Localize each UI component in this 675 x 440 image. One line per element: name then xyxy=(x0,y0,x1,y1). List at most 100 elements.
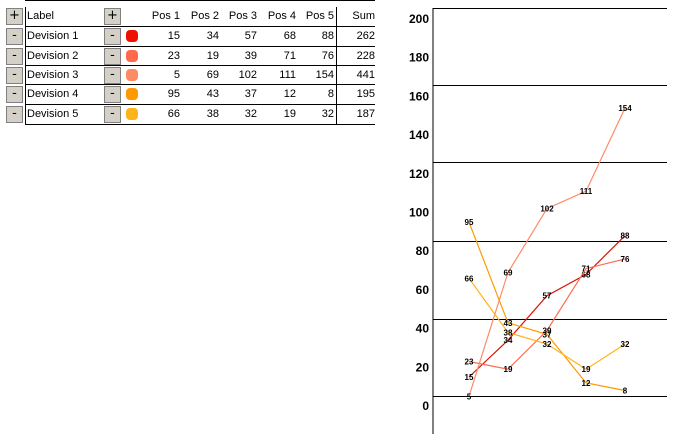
remove-series-button[interactable]: - xyxy=(104,86,121,103)
y-tick-label: 40 xyxy=(416,322,430,336)
data-point-label: 38 xyxy=(504,328,513,337)
series-line xyxy=(468,258,626,370)
data-point-label: 19 xyxy=(582,365,591,374)
data-point-label: 23 xyxy=(465,357,474,366)
row-sum-value: 262 xyxy=(356,30,375,42)
data-point-label: 32 xyxy=(543,340,552,349)
remove-row-button[interactable]: - xyxy=(6,28,23,45)
y-tick-label: 200 xyxy=(409,12,429,26)
row-label: Devision 2 xyxy=(27,50,79,62)
y-tick-label: 180 xyxy=(409,51,429,65)
position-column-header: Pos 2 xyxy=(190,10,219,22)
data-point-label: 15 xyxy=(465,373,474,382)
data-point-label: 76 xyxy=(621,255,630,264)
row-label: Devision 3 xyxy=(27,69,79,81)
data-point-label: 19 xyxy=(504,365,513,374)
data-point-label: 71 xyxy=(582,265,591,274)
data-point-label: 5 xyxy=(467,392,472,401)
data-point-label: 32 xyxy=(621,340,630,349)
table-cell-value[interactable]: 88 xyxy=(321,30,334,42)
table-cell-value[interactable]: 23 xyxy=(167,50,180,62)
add-column-button[interactable]: + xyxy=(104,8,121,25)
table-cell-value[interactable]: 66 xyxy=(167,108,180,120)
remove-series-button[interactable]: - xyxy=(104,48,121,65)
table-cell-value[interactable]: 43 xyxy=(206,88,219,100)
table-cell-value[interactable]: 154 xyxy=(315,69,334,81)
table-cell-value[interactable]: 102 xyxy=(238,69,257,81)
table-cell-value[interactable]: 34 xyxy=(206,30,219,42)
y-tick-label: 160 xyxy=(409,89,429,103)
series-line xyxy=(468,221,626,392)
add-row-button[interactable]: + xyxy=(6,8,23,25)
data-point-label: 8 xyxy=(623,387,628,396)
data-point-label: 66 xyxy=(465,274,474,283)
sum-column-header: Sum xyxy=(352,10,375,22)
table-cell-value[interactable]: 71 xyxy=(283,50,296,62)
data-point-label: 88 xyxy=(621,232,630,241)
row-sum-value: 187 xyxy=(356,108,375,120)
y-tick-label: 120 xyxy=(409,167,429,181)
remove-series-button[interactable]: - xyxy=(104,67,121,84)
table-cell-value[interactable]: 68 xyxy=(283,30,296,42)
data-point-label: 95 xyxy=(465,218,474,227)
line-chart: 0204060801001201401601802001534576888231… xyxy=(409,8,667,434)
table-cell-value[interactable]: 57 xyxy=(244,30,257,42)
table-cell-value[interactable]: 76 xyxy=(321,50,334,62)
row-label: Devision 5 xyxy=(27,108,79,120)
table-cell-value[interactable]: 12 xyxy=(283,88,296,100)
table-cell-value[interactable]: 15 xyxy=(167,30,180,42)
data-point-label: 34 xyxy=(504,336,513,345)
table-cell-value[interactable]: 69 xyxy=(206,69,219,81)
row-sum-value: 441 xyxy=(356,69,375,81)
header-divider xyxy=(25,26,375,27)
table-cell-value[interactable]: 32 xyxy=(321,108,334,120)
y-tick-label: 80 xyxy=(416,244,430,258)
series-color-swatch[interactable] xyxy=(126,88,138,100)
series-line xyxy=(468,107,626,397)
data-point-label: 39 xyxy=(543,327,552,336)
row-divider xyxy=(25,104,375,105)
y-tick-label: 60 xyxy=(416,283,430,297)
data-point-label: 102 xyxy=(540,205,554,214)
table-cell-value[interactable]: 32 xyxy=(244,108,257,120)
position-column-header: Pos 4 xyxy=(267,10,296,22)
sum-column-divider xyxy=(336,7,337,125)
remove-row-button[interactable]: - xyxy=(6,67,23,84)
data-point-label: 111 xyxy=(580,187,593,196)
table-bottom-line xyxy=(25,124,375,125)
series-line xyxy=(468,277,626,370)
series-line xyxy=(468,235,626,378)
remove-series-button[interactable]: - xyxy=(104,106,121,123)
data-point-label: 12 xyxy=(582,379,591,388)
series-color-swatch[interactable] xyxy=(126,50,138,62)
table-cell-value[interactable]: 38 xyxy=(206,108,219,120)
y-tick-label: 0 xyxy=(422,399,429,413)
remove-row-button[interactable]: - xyxy=(6,48,23,65)
table-cell-value[interactable]: 8 xyxy=(327,88,334,100)
series-color-swatch[interactable] xyxy=(126,108,138,120)
row-divider xyxy=(25,84,375,85)
row-divider xyxy=(25,46,375,47)
data-point-label: 57 xyxy=(543,292,552,301)
remove-row-button[interactable]: - xyxy=(6,86,23,103)
remove-series-button[interactable]: - xyxy=(104,28,121,45)
series-color-swatch[interactable] xyxy=(126,69,138,81)
row-divider xyxy=(25,65,375,66)
table-cell-value[interactable]: 5 xyxy=(173,69,180,81)
y-tick-label: 20 xyxy=(416,360,430,374)
remove-row-button[interactable]: - xyxy=(6,106,23,123)
label-column-header: Label xyxy=(27,10,54,22)
label-column-divider xyxy=(25,7,26,125)
table-cell-value[interactable]: 37 xyxy=(244,88,257,100)
data-point-label: 154 xyxy=(618,104,632,113)
position-column-header: Pos 3 xyxy=(228,10,257,22)
table-cell-value[interactable]: 39 xyxy=(244,50,257,62)
table-cell-value[interactable]: 111 xyxy=(279,69,296,81)
row-divider xyxy=(25,0,375,1)
position-column-header: Pos 1 xyxy=(151,10,180,22)
row-sum-value: 228 xyxy=(356,50,375,62)
series-color-swatch[interactable] xyxy=(126,30,138,42)
table-cell-value[interactable]: 19 xyxy=(283,108,296,120)
table-cell-value[interactable]: 19 xyxy=(206,50,219,62)
table-cell-value[interactable]: 95 xyxy=(167,88,180,100)
